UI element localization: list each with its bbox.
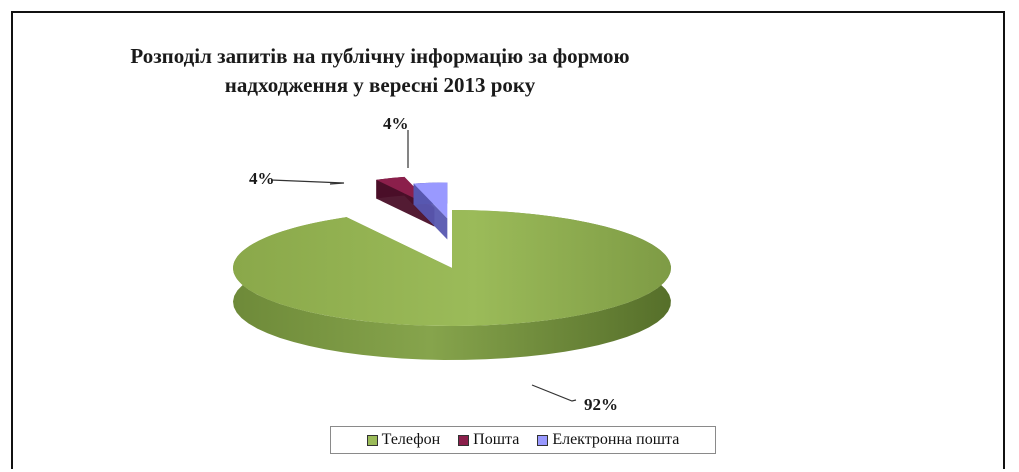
svg-text:4%: 4% [383,114,409,133]
legend-label-email: Електронна пошта [552,431,680,448]
legend-item-telefon: Телефон [366,431,441,449]
legend-item-poshta: Пошта [458,431,519,449]
legend-label-telefon: Телефон [381,431,441,448]
data-label-poshta: 4% [249,169,345,188]
chart-title-line-1: Розподіл запитів на публічну інформацію … [130,44,630,68]
pie-slice-telefon [232,210,671,360]
svg-text:4%: 4% [249,169,275,188]
legend-label-poshta: Пошта [473,431,520,448]
data-label-email: 4% [383,114,409,168]
chart-title-line-2: надходження у вересні 2013 року [224,73,536,97]
legend-swatch-telefon [366,434,378,446]
legend-swatch-email [537,434,549,446]
pie-slice-email [413,182,448,240]
svg-text:92%: 92% [584,395,618,414]
legend-item-email: Електронна пошта [537,431,679,449]
chart-title: Розподіл запитів на публічну інформацію … [60,42,700,100]
chart-legend: Телефон Пошта Електронна пошта [330,426,716,454]
data-label-telefon: 92% [531,384,618,414]
legend-swatch-poshta [458,434,470,446]
